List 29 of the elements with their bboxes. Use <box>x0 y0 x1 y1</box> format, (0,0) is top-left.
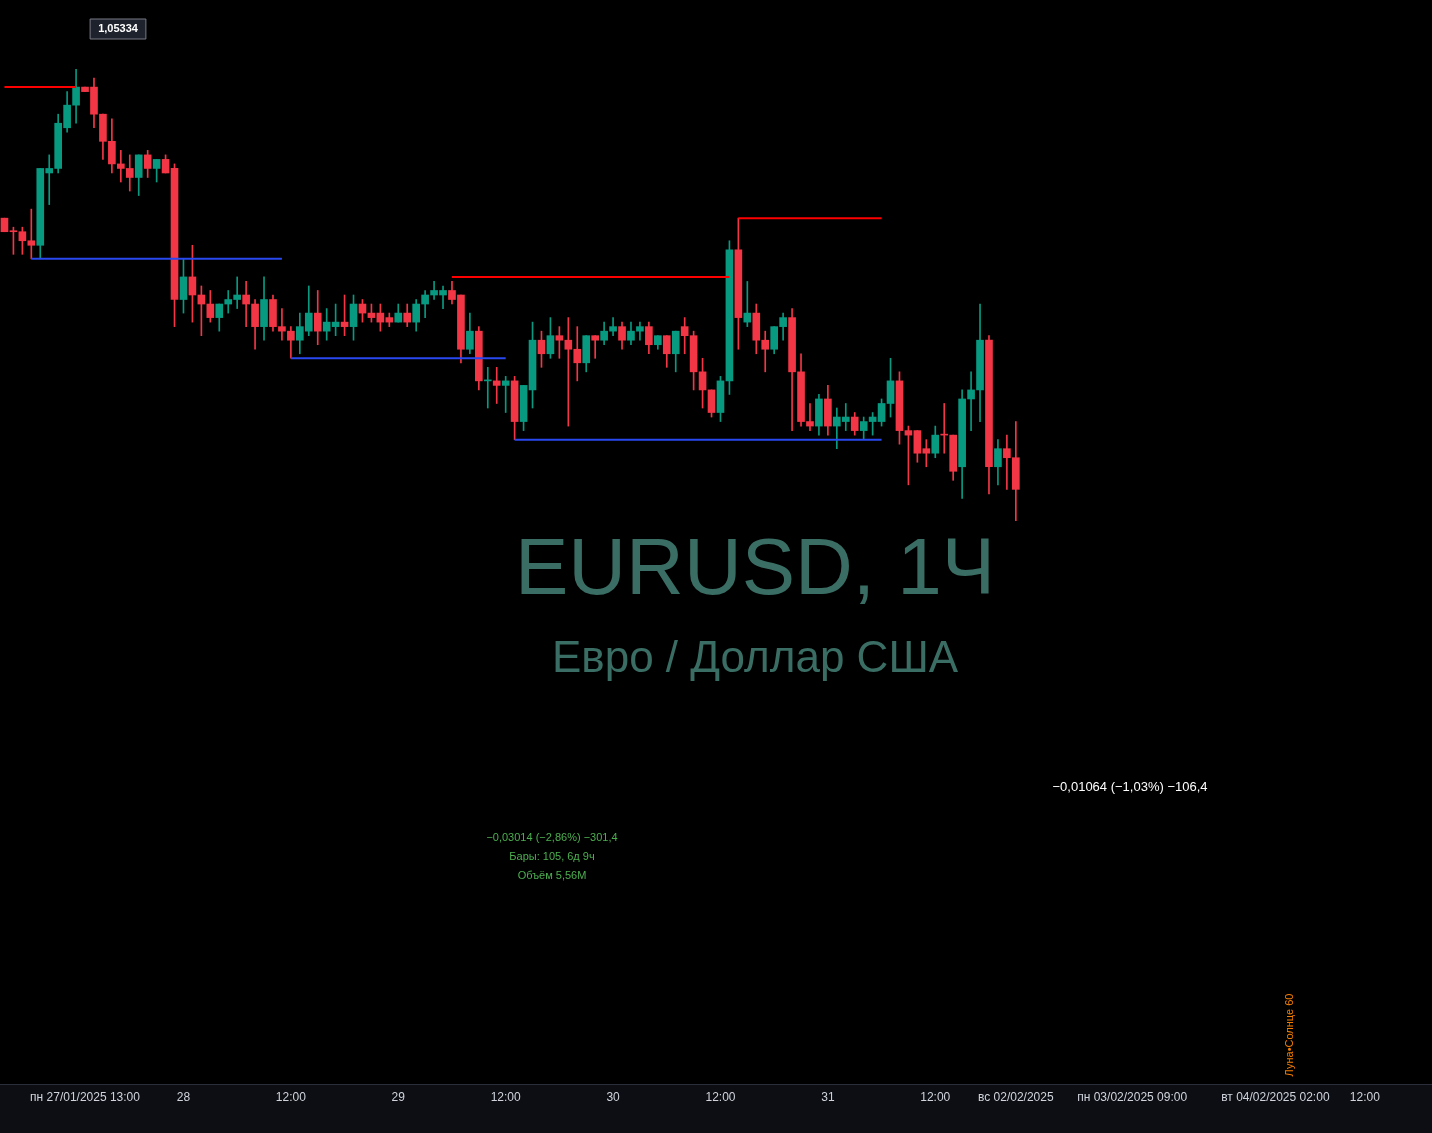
candlestick <box>501 376 510 413</box>
x-tick-label: 31 <box>821 1090 835 1105</box>
x-tick-label: 12:00 <box>920 1090 951 1105</box>
x-tick-label: пн 27/01/2025 13:00 <box>30 1090 141 1105</box>
candlestick <box>636 321 644 341</box>
x-tick-label: 30 <box>606 1090 621 1105</box>
text: EURUSD, 1Ч <box>514 522 996 612</box>
x-tick-label: пн 03/02/2025 09:00 <box>1077 1090 1188 1105</box>
text: −0,03014 (−2,86%) −301,4 <box>486 831 618 844</box>
candlestick <box>609 317 617 337</box>
text: Бары: 105, 6д 9ч <box>509 850 595 863</box>
text: 1,05334 <box>98 22 139 35</box>
x-tick-label: 12:00 <box>275 1090 307 1105</box>
x-tick-label: вт 04/02/2025 02:00 <box>1221 1090 1330 1105</box>
candlestick <box>743 281 752 327</box>
x-tick-label: 12:00 <box>490 1090 522 1105</box>
candlestick <box>591 335 600 359</box>
candlestick <box>492 366 501 404</box>
candlestick <box>242 281 250 327</box>
text: Объём 5,56M <box>517 869 587 882</box>
text: −0,01064 (−1,03%) −106,4 <box>1052 778 1208 794</box>
x-tick-label: вс 02/02/2025 <box>978 1090 1054 1105</box>
x-tick-label: 28 <box>176 1090 191 1105</box>
x-tick-label: 29 <box>391 1090 406 1105</box>
candlestick <box>967 371 975 431</box>
text: Евро / Доллар США <box>551 632 959 682</box>
text: Луна•Солнце 60 <box>1283 993 1296 1077</box>
x-tick-label: 12:00 <box>705 1090 736 1105</box>
x-tick-label: 12:00 <box>1349 1090 1381 1105</box>
